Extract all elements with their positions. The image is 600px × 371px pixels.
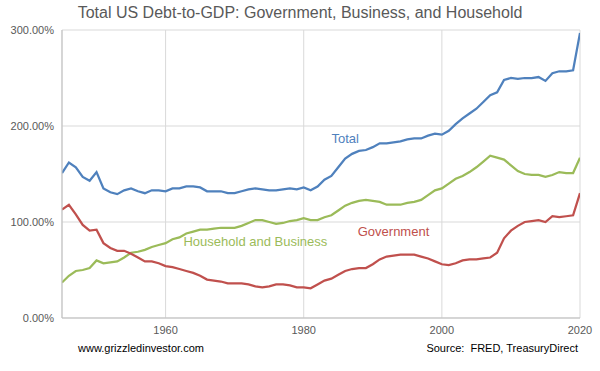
svg-text:100.00%: 100.00%: [11, 216, 55, 228]
svg-text:2000: 2000: [430, 324, 454, 336]
svg-text:Government: Government: [358, 224, 430, 239]
html-text:Total US Debt-to-GDP: Governme: Total US Debt-to-GDP: Government, Busine…: [77, 4, 523, 21]
html-text:Source: FRED, TreasuryDirect: Source: FRED, TreasuryDirect: [426, 342, 578, 354]
svg-text:300.00%: 300.00%: [11, 24, 55, 36]
svg-text:1960: 1960: [153, 324, 177, 336]
html-text:www.grizzledinvestor.com: www.grizzledinvestor.com: [78, 342, 204, 354]
svg-text:0.00%: 0.00%: [23, 312, 54, 324]
svg-text:2020: 2020: [568, 324, 592, 336]
svg-text:200.00%: 200.00%: [11, 120, 55, 132]
svg-text:Household and Business: Household and Business: [183, 234, 327, 249]
svg-text:1980: 1980: [291, 324, 315, 336]
svg-text:Total: Total: [331, 131, 359, 146]
